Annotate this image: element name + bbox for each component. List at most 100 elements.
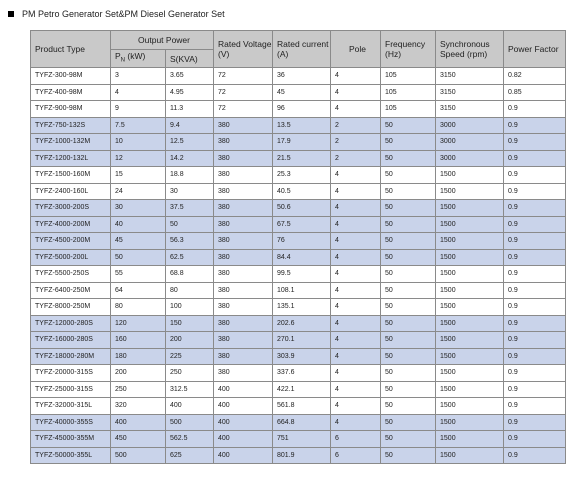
table-cell: 3000: [435, 149, 505, 167]
table-cell: 0.9: [503, 298, 567, 316]
table-cell: 303.9: [272, 347, 332, 365]
table-cell: 12: [110, 149, 166, 167]
table-cell: 400: [110, 413, 166, 431]
table-cell: 380: [213, 232, 274, 250]
table-cell: 14.2: [164, 149, 215, 167]
table-cell: 72: [213, 100, 274, 118]
table-cell: 2: [330, 133, 382, 151]
table-cell: TYFZ-400-98M: [30, 83, 111, 101]
bullet: [8, 11, 14, 17]
table-cell: 62.5: [164, 248, 215, 266]
table-row: TYFZ-40000-355S 400 500 400 664.8 4 50 1500 0.9: [30, 413, 567, 431]
table-cell: TYFZ-45000-355M: [30, 430, 111, 448]
table-cell: 160: [110, 331, 166, 349]
table-cell: 4: [330, 199, 382, 217]
table-row: TYFZ-2400-160L 24 30 380 40.5 4 50 1500 0.9: [30, 182, 567, 200]
table-row: TYFZ-900-98M 9 11.3 72 96 4 105 3150 0.9: [30, 100, 567, 118]
table-cell: 84.4: [272, 248, 332, 266]
table-cell: 200: [110, 364, 166, 382]
table-cell: 99.5: [272, 265, 332, 283]
table-cell: 4: [330, 364, 382, 382]
column-header: Pole: [330, 30, 382, 68]
table-cell: 1500: [435, 331, 505, 349]
table-cell: 24: [110, 182, 166, 200]
table-cell: 105: [380, 67, 437, 85]
table-cell: 56.3: [164, 232, 215, 250]
table-cell: 400: [213, 413, 274, 431]
table-cell: 400: [213, 446, 274, 464]
table-cell: TYFZ-5500-250S: [30, 265, 111, 283]
table-cell: 50: [380, 182, 437, 200]
table-row: TYFZ-1000-132M 10 12.5 380 17.9 2 50 3000 0.9: [30, 133, 567, 151]
table-cell: TYFZ-300-98M: [30, 67, 111, 85]
table-cell: 108.1: [272, 281, 332, 299]
subheader-unit: (kW): [125, 51, 146, 62]
table-cell: 1500: [435, 232, 505, 250]
table-row: TYFZ-3000-200S 30 37.5 380 50.6 4 50 1500 0.9: [30, 199, 567, 217]
table-cell: TYFZ-1000-132M: [30, 133, 111, 151]
table-cell: 135.1: [272, 298, 332, 316]
table-row: TYFZ-4500-200M 45 56.3 380 76 4 50 1500 0.9: [30, 232, 567, 250]
table-cell: 4: [110, 83, 166, 101]
table-cell: 0.9: [503, 314, 567, 332]
table-cell: 50: [380, 166, 437, 184]
table-cell: 1500: [435, 166, 505, 184]
table-cell: 380: [213, 347, 274, 365]
subcolumn-header: S(KVA): [164, 49, 215, 68]
table-cell: 50: [380, 347, 437, 365]
table-cell: 0.9: [503, 149, 567, 167]
table-cell: 1500: [435, 347, 505, 365]
table-cell: 9.4: [164, 116, 215, 134]
table-cell: 4: [330, 182, 382, 200]
table-cell: 120: [110, 314, 166, 332]
table-cell: 0.9: [503, 364, 567, 382]
table-cell: 50: [380, 380, 437, 398]
table-cell: 50: [380, 397, 437, 415]
table-cell: 1500: [435, 413, 505, 431]
table-cell: 50: [380, 116, 437, 134]
table-cell: 50: [110, 248, 166, 266]
table-cell: 380: [213, 265, 274, 283]
table-cell: 3: [110, 67, 166, 85]
table-cell: TYFZ-16000-280S: [30, 331, 111, 349]
table-cell: 67.5: [272, 215, 332, 233]
table-row: TYFZ-400-98M 4 4.95 72 45 4 105 3150 0.85: [30, 83, 567, 101]
table-cell: 4: [330, 265, 382, 283]
table-row: TYFZ-5500-250S 55 68.8 380 99.5 4 50 1500 0.9: [30, 265, 567, 283]
table-cell: 45: [110, 232, 166, 250]
page-title: PM Petro Generator Set&PM Diesel Generat…: [22, 9, 225, 19]
table-cell: 0.9: [503, 331, 567, 349]
column-header: Synchronous Speed (rpm): [435, 30, 505, 68]
table-cell: 0.9: [503, 248, 567, 266]
table-cell: 450: [110, 430, 166, 448]
table-cell: 4: [330, 232, 382, 250]
table-cell: 202.6: [272, 314, 332, 332]
column-header: Rated Voltage (V): [213, 30, 274, 68]
table-cell: 50.6: [272, 199, 332, 217]
table-cell: 72: [213, 83, 274, 101]
table-cell: 4: [330, 331, 382, 349]
table-cell: 380: [213, 166, 274, 184]
table-body: TYFZ-300-98M 3 3.65 72 36 4 105 3150 0.82 TYFZ-40…: [30, 67, 567, 464]
table-cell: 180: [110, 347, 166, 365]
table-cell: 3150: [435, 100, 505, 118]
table-cell: 36: [272, 67, 332, 85]
table-cell: 50: [380, 413, 437, 431]
table-cell: 1500: [435, 380, 505, 398]
table-cell: 4: [330, 248, 382, 266]
table-cell: TYFZ-12000-280S: [30, 314, 111, 332]
table-cell: 0.82: [503, 67, 567, 85]
table-cell: 50: [380, 232, 437, 250]
table-cell: 380: [213, 314, 274, 332]
table-cell: 50: [380, 430, 437, 448]
table-cell: 21.5: [272, 149, 332, 167]
table-cell: 751: [272, 430, 332, 448]
table-cell: 0.9: [503, 446, 567, 464]
table-cell: 1500: [435, 314, 505, 332]
table-cell: TYFZ-40000-355S: [30, 413, 111, 431]
table-cell: 50: [380, 314, 437, 332]
table-cell: 18.8: [164, 166, 215, 184]
table-cell: 50: [164, 215, 215, 233]
table-row: TYFZ-12000-280S 120 150 380 202.6 4 50 1500 0.9: [30, 314, 567, 332]
